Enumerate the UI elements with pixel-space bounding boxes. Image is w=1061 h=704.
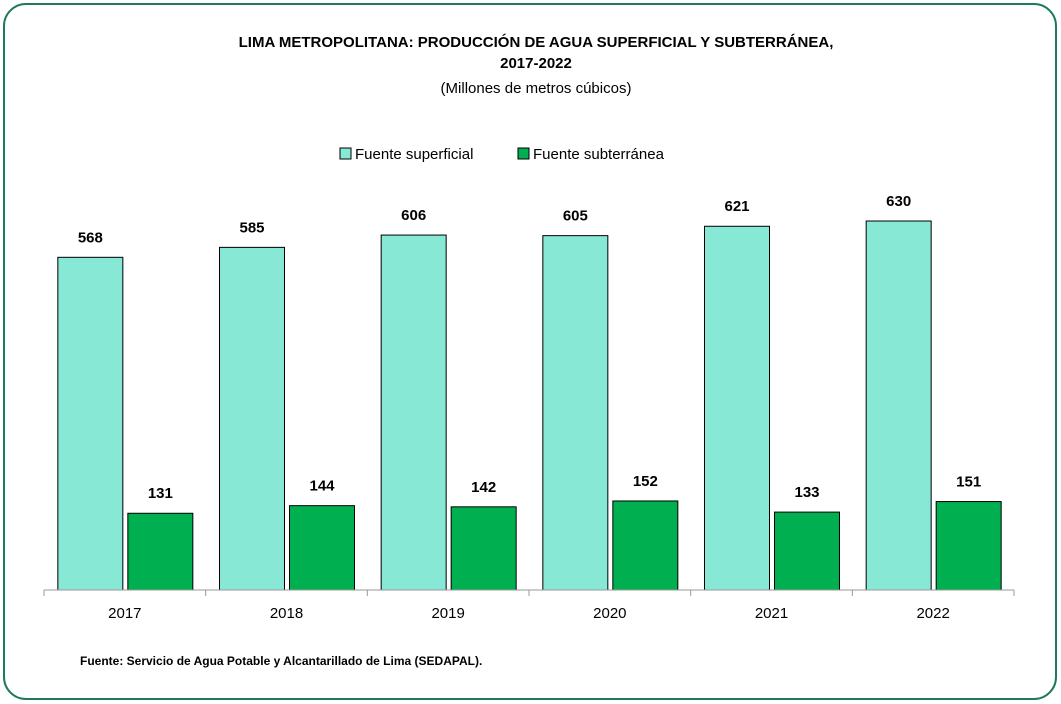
bar [704,225,770,591]
data-label: 621 [724,198,749,215]
legend-swatch [339,147,352,160]
x-tick-label: 2022 [916,605,949,622]
legend-swatch [517,147,530,160]
data-label: 605 [563,208,588,225]
data-label: 151 [956,474,981,491]
legend-label: Fuente superficial [355,146,473,163]
bar [219,246,285,591]
chart-title: 2017-2022 [500,55,572,72]
x-tick-label: 2021 [755,605,788,622]
chart-subtitle: (Millones de metros cúbicos) [441,80,632,97]
data-label: 133 [794,484,819,501]
source-note: Fuente: Servicio de Agua Potable y Alcan… [80,654,482,668]
data-label: 568 [78,229,103,246]
data-label: 142 [471,479,496,496]
legend-label: Fuente subterránea [533,146,665,163]
bar [865,220,932,591]
bar [542,235,609,591]
bar [380,234,447,591]
chart-title: LIMA METROPOLITANA: PRODUCCIÓN DE AGUA S… [239,33,834,51]
x-tick-label: 2020 [593,605,626,622]
data-label: 585 [239,219,264,236]
data-label: 152 [633,473,658,490]
x-tick-label: 2019 [431,605,464,622]
data-label: 606 [401,207,426,224]
bar [127,512,194,591]
bar [935,501,1002,591]
x-tick-label: 2018 [270,605,303,622]
data-label: 131 [148,485,173,502]
bar [612,500,679,591]
bar [450,506,517,591]
bar [289,505,355,591]
data-label: 144 [309,478,335,495]
bar [57,256,124,591]
bar [774,511,840,591]
data-label: 630 [886,193,911,210]
x-tick-label: 2017 [108,605,141,622]
